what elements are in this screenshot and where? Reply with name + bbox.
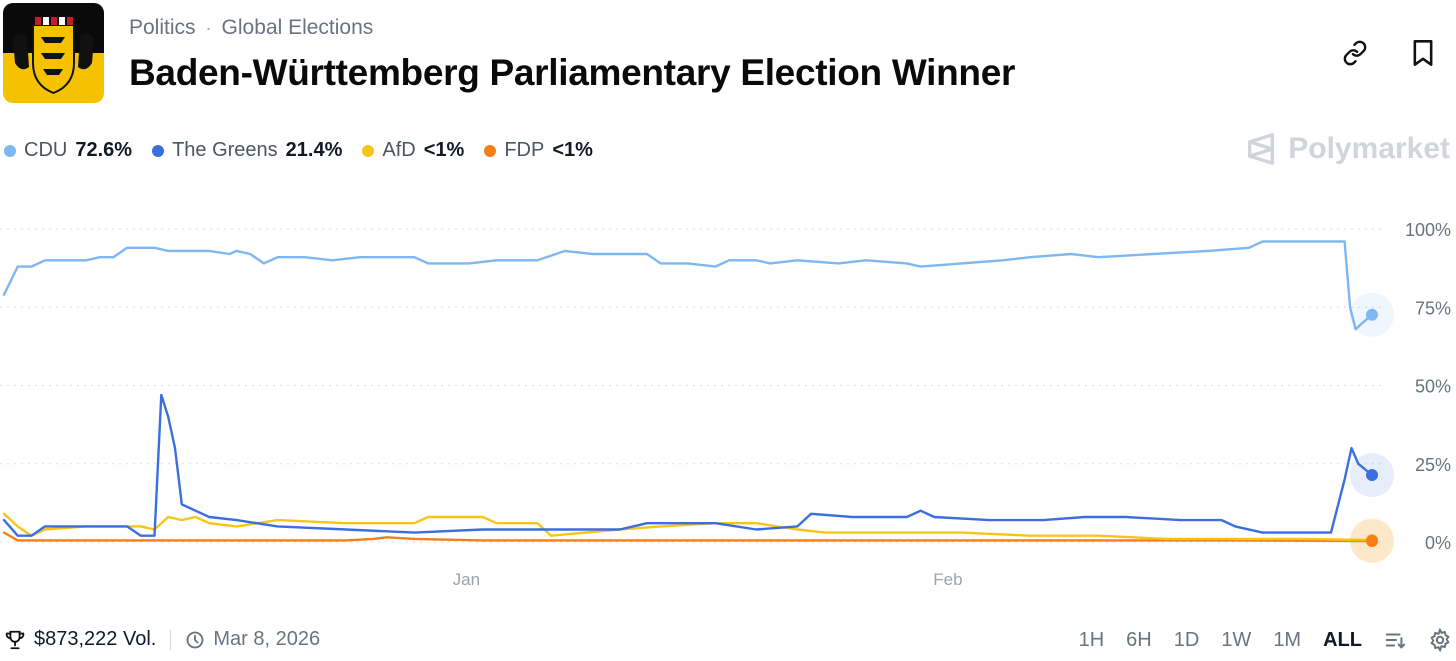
sort-lines-icon (1384, 629, 1406, 651)
range-1d[interactable]: 1D (1174, 629, 1200, 652)
market-footer: $873,222 Vol. Mar 8, 2026 (4, 628, 320, 651)
range-1m[interactable]: 1M (1273, 629, 1301, 652)
chart-filter-button[interactable] (1384, 629, 1406, 651)
end-point-fdp (1366, 535, 1378, 547)
clock-icon (185, 630, 205, 650)
end-point-cdu (1366, 309, 1378, 321)
end-date: Mar 8, 2026 (185, 628, 320, 651)
y-tick-label: 25% (1415, 455, 1451, 475)
date-text: Mar 8, 2026 (213, 628, 320, 651)
x-tick-label: Jan (453, 570, 480, 589)
y-tick-label: 0% (1425, 533, 1451, 553)
time-range-selector: 1H 6H 1D 1W 1M ALL (1079, 628, 1452, 652)
y-tick-label: 100% (1405, 220, 1451, 240)
series-line-the-greens (4, 395, 1372, 536)
x-tick-label: Feb (933, 570, 962, 589)
volume-text: $873,222 Vol. (34, 628, 156, 651)
range-6h[interactable]: 6H (1126, 629, 1152, 652)
divider (170, 630, 171, 650)
series-line-cdu (4, 242, 1372, 330)
gear-icon (1428, 628, 1452, 652)
range-1w[interactable]: 1W (1221, 629, 1251, 652)
y-tick-label: 50% (1415, 377, 1451, 397)
range-1h[interactable]: 1H (1079, 629, 1105, 652)
chart-settings-button[interactable] (1428, 628, 1452, 652)
price-history-chart: 0% 25% 50% 75% 100% Jan Feb (0, 0, 1456, 661)
volume: $873,222 Vol. (4, 628, 156, 651)
end-point-the-greens (1366, 469, 1378, 481)
range-all[interactable]: ALL (1323, 629, 1362, 652)
y-tick-label: 75% (1415, 298, 1451, 318)
trophy-icon (4, 629, 26, 651)
